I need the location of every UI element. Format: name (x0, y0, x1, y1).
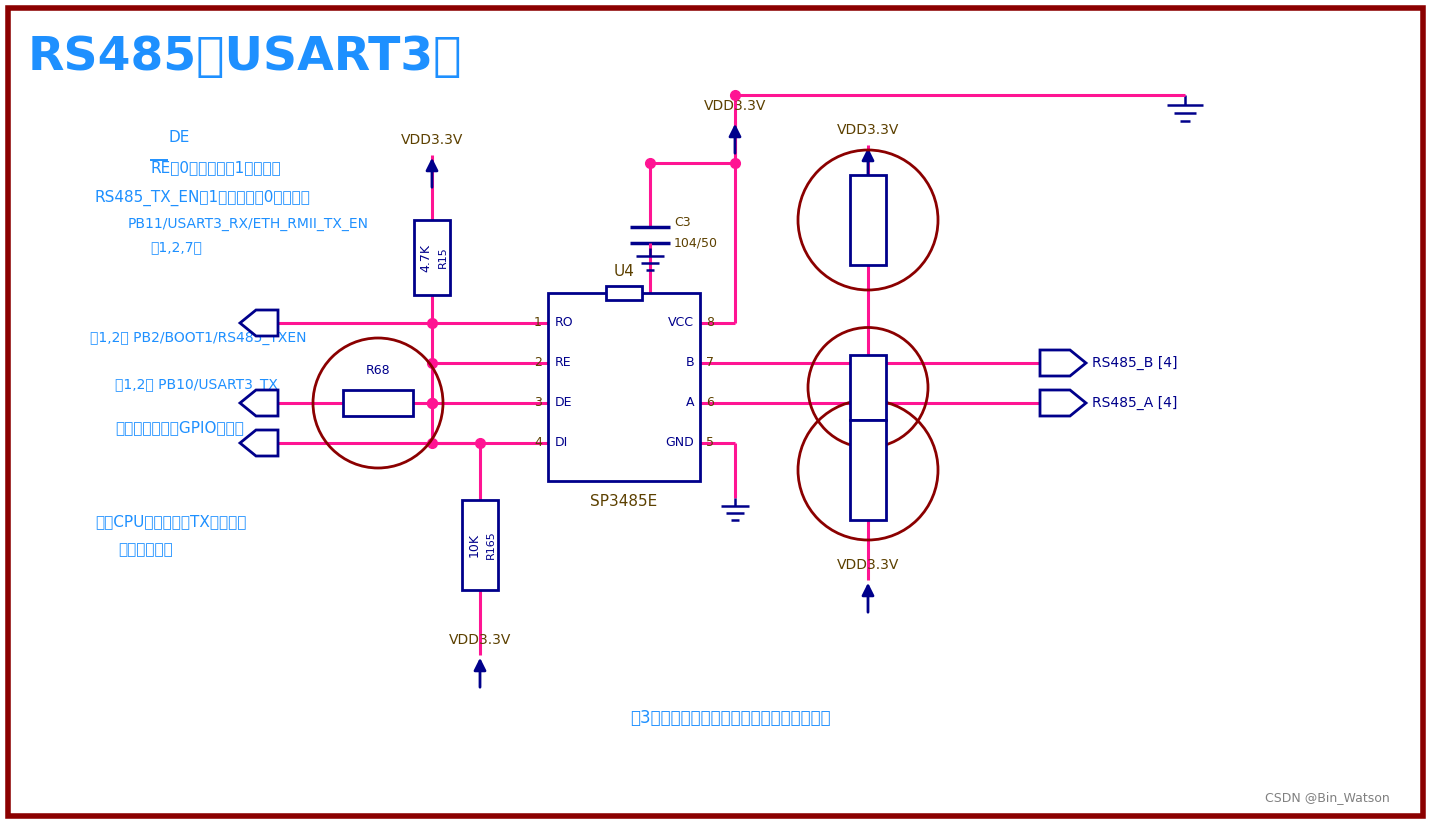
Bar (344, 390, 412, 416)
Bar (851, 175, 886, 265)
Polygon shape (1040, 390, 1085, 416)
Text: U4: U4 (613, 263, 634, 279)
Text: 1k: 1k (371, 397, 385, 409)
Text: A: A (686, 397, 695, 409)
Text: VDD3.3V: VDD3.3V (448, 633, 511, 647)
Text: DE: DE (556, 397, 573, 409)
Text: C3: C3 (674, 215, 690, 229)
Text: 影响总线数据: 影响总线数据 (117, 543, 173, 558)
Text: RS485_TX_EN：1发送使能；0发送禁止: RS485_TX_EN：1发送使能；0发送禁止 (95, 190, 311, 206)
Text: VDD3.3V: VDD3.3V (401, 133, 463, 147)
Text: 1k: 1k (855, 380, 868, 395)
Bar (548, 293, 700, 481)
Text: B: B (686, 356, 695, 370)
Text: R3: R3 (874, 380, 884, 395)
Text: 艦3个电阵缺省不贴，客户根据需要自行贴装: 艦3个电阵缺省不贴，客户根据需要自行贴装 (630, 709, 831, 727)
Text: SP3485E: SP3485E (590, 493, 657, 508)
Text: ［1,2］ PB10/USART3_TX: ［1,2］ PB10/USART3_TX (115, 378, 278, 392)
Text: 保护电阵，用于GPIO复用。: 保护电阵，用于GPIO复用。 (115, 421, 243, 436)
Text: RS485_B [4]: RS485_B [4] (1093, 356, 1177, 370)
Text: 4.7K: 4.7K (855, 456, 868, 484)
Text: RO: RO (556, 317, 574, 329)
Text: 6: 6 (706, 397, 715, 409)
Text: CSDN @Bin_Watson: CSDN @Bin_Watson (1266, 791, 1390, 804)
Text: VDD3.3V: VDD3.3V (836, 123, 899, 137)
Bar (463, 500, 498, 590)
Text: R165: R165 (485, 530, 495, 559)
Bar (851, 420, 886, 520)
Text: 4: 4 (534, 436, 541, 450)
Text: R68: R68 (365, 364, 391, 376)
Text: ［1,2］ PB2/BOOT1/RS485_TXEN: ［1,2］ PB2/BOOT1/RS485_TXEN (90, 331, 306, 345)
Text: 4.7K: 4.7K (855, 206, 868, 234)
Text: PB11/USART3_RX/ETH_RMII_TX_EN: PB11/USART3_RX/ETH_RMII_TX_EN (127, 217, 369, 231)
Bar (414, 220, 450, 295)
Text: 10K: 10K (467, 533, 481, 557)
Text: RS485_A [4]: RS485_A [4] (1093, 396, 1177, 410)
Text: DE: DE (168, 130, 189, 145)
Text: RE: RE (556, 356, 571, 370)
Bar (851, 355, 886, 420)
Text: RE：0接收使能；1接收禁止: RE：0接收使能；1接收禁止 (150, 161, 281, 176)
Text: GND: GND (666, 436, 695, 450)
Text: 1: 1 (534, 317, 541, 329)
Text: VCC: VCC (667, 317, 695, 329)
Text: 2: 2 (534, 356, 541, 370)
Polygon shape (241, 310, 278, 336)
Text: 避免CPU复位期间，TX为高阔时: 避免CPU复位期间，TX为高阔时 (95, 515, 246, 530)
Text: 7: 7 (706, 356, 715, 370)
Text: 3: 3 (534, 397, 541, 409)
Text: 8: 8 (706, 317, 715, 329)
Text: VDD3.3V: VDD3.3V (836, 558, 899, 572)
Polygon shape (241, 390, 278, 416)
Text: 5: 5 (706, 436, 715, 450)
Text: DI: DI (556, 436, 569, 450)
Text: ［1,2,7］: ［1,2,7］ (150, 240, 202, 254)
Text: VDD3.3V: VDD3.3V (703, 99, 766, 113)
Polygon shape (1040, 350, 1085, 376)
Polygon shape (241, 430, 278, 456)
Text: R15: R15 (438, 247, 448, 268)
Text: 104/50: 104/50 (674, 237, 717, 249)
Text: R4: R4 (874, 213, 884, 228)
Text: 4.7K: 4.7K (420, 243, 432, 271)
Text: RS485（USART3）: RS485（USART3） (29, 35, 463, 81)
Bar (606, 286, 642, 300)
Text: R2: R2 (874, 463, 884, 478)
